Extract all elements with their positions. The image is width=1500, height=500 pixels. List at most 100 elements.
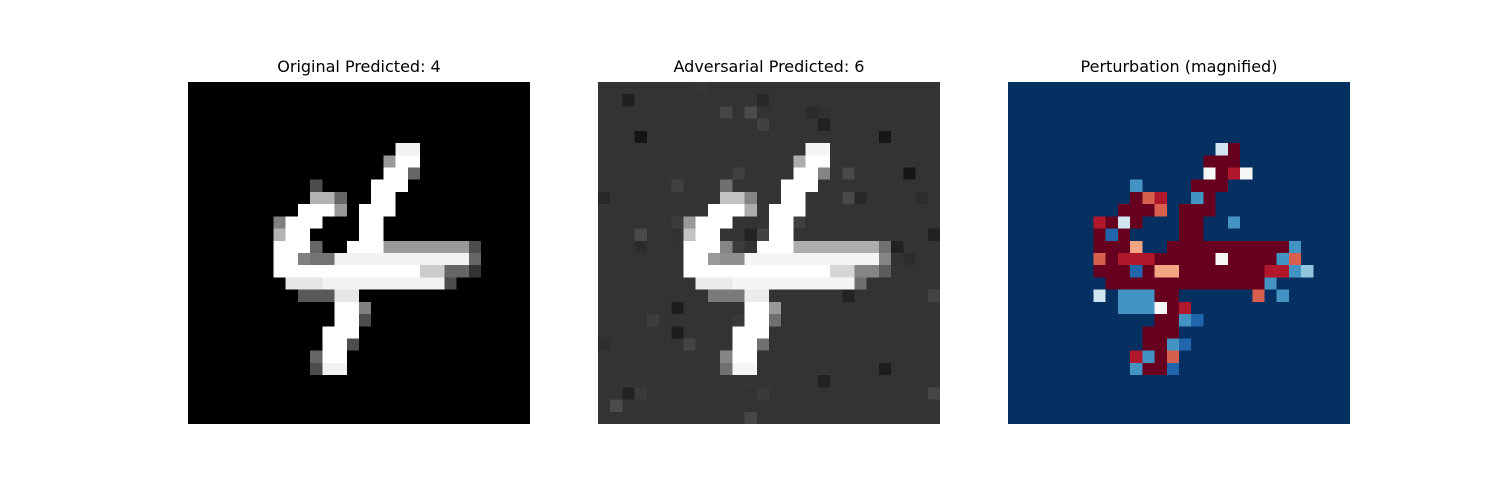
perturbation-pixel [1154, 314, 1179, 327]
digit-pixel [720, 191, 745, 205]
digit-pixel [683, 265, 831, 278]
perturbation-pixel [1191, 314, 1204, 327]
digit-pixel [468, 240, 482, 253]
perturbation-pixel [1227, 216, 1241, 229]
perturbation-pixel [1142, 277, 1265, 290]
digit-pixel [744, 314, 769, 327]
perturbation-pixel [1276, 253, 1289, 266]
digit-pixel [732, 277, 855, 290]
digit-pixel [310, 350, 323, 363]
digit-pixel [322, 277, 445, 290]
noise-pixel [634, 130, 647, 144]
noise-pixel [720, 106, 733, 119]
perturbation-pixel [1142, 350, 1155, 363]
digit-pixel [695, 228, 721, 241]
noise-pixel [598, 338, 611, 351]
digit-pixel [444, 265, 469, 278]
perturbation-pixel [1117, 216, 1131, 229]
digit-pixel [854, 265, 879, 278]
digit-pixel [744, 204, 757, 217]
digit-pixel [781, 191, 806, 205]
perturbation-pixel [1130, 265, 1143, 278]
perturbation-pixel [1166, 350, 1179, 363]
noise-pixel [903, 253, 916, 266]
noise-pixel [878, 362, 892, 376]
digit-pixel [310, 362, 323, 376]
digit-pixel [878, 240, 892, 253]
digit-pixel [310, 191, 335, 205]
perturbation-pixel [1117, 204, 1155, 217]
digit-pixel [805, 143, 831, 156]
noise-pixel [842, 167, 855, 180]
digit-pixel [744, 253, 879, 266]
digit-pixel [359, 228, 384, 241]
digit-pixel [334, 253, 469, 266]
perturbation-pixel [1240, 167, 1253, 180]
digit-pixel [444, 277, 457, 290]
noise-pixel [732, 314, 745, 327]
panel-original: Original Predicted: 4 [188, 0, 530, 500]
digit-pixel [683, 240, 721, 253]
digit-pixel [273, 228, 286, 241]
perturbation-pixel [1179, 204, 1216, 217]
digit-pixel [830, 265, 855, 278]
perturbation-pixel [1130, 362, 1143, 376]
noise-pixel [732, 167, 745, 180]
noise-pixel [842, 289, 855, 302]
digit-pixel [683, 228, 696, 241]
digit-pixel [297, 253, 311, 266]
digit-pixel [695, 277, 733, 290]
perturbation-pixel [1130, 350, 1143, 363]
digit-pixel [273, 216, 286, 229]
digit-pixel [322, 362, 347, 376]
noise-pixel [622, 387, 635, 400]
digit-pixel [732, 362, 757, 376]
digit-pixel [322, 338, 347, 351]
noise-pixel [756, 118, 769, 131]
perturbation-pixel [1179, 314, 1192, 327]
perturbation-pixel [1093, 253, 1106, 266]
perturbation-pixel [1117, 253, 1131, 266]
perturbation-pixel [1093, 289, 1106, 302]
noise-pixel [695, 82, 708, 95]
noise-pixel [634, 240, 647, 253]
digit-pixel [359, 204, 396, 217]
digit-pixel [346, 338, 359, 351]
digit-pixel [683, 253, 708, 266]
digit-pixel [334, 301, 359, 315]
perturbation-pixel [1179, 338, 1192, 351]
digit-pixel [334, 191, 347, 205]
noise-pixel [903, 167, 916, 180]
digit-pixel [720, 240, 733, 253]
digit-pixel [285, 277, 323, 290]
digit-pixel [744, 191, 757, 205]
noise-pixel [598, 204, 611, 217]
perturbation-pixel [1215, 143, 1228, 156]
digit-pixel [695, 216, 733, 229]
noise-pixel [817, 118, 831, 131]
digit-pixel [769, 314, 782, 327]
digit-pixel [878, 265, 892, 278]
digit-pixel [707, 253, 721, 266]
noise-pixel [671, 326, 684, 339]
noise-pixel [756, 94, 769, 107]
noise-pixel [756, 387, 769, 400]
panel-title-perturbation: Perturbation (magnified) [1080, 57, 1278, 76]
digit-pixel [285, 216, 323, 229]
noise-pixel [622, 82, 635, 95]
noise-pixel [732, 240, 745, 253]
digit-pixel [817, 167, 831, 180]
perturbation-pixel [1117, 301, 1131, 315]
digit-pixel [273, 253, 298, 266]
perturbation-pixel [1154, 289, 1179, 302]
perturbation-pixel [1154, 191, 1167, 205]
perturbation-pixel [1142, 301, 1155, 315]
noise-pixel [927, 228, 940, 241]
digit-pixel [732, 338, 757, 351]
digit-pixel [744, 289, 769, 302]
noise-pixel [927, 387, 940, 400]
perturbation-pixel [1301, 265, 1314, 278]
noise-pixel [927, 289, 940, 302]
noise-pixel [671, 228, 684, 241]
noise-pixel [598, 191, 611, 205]
